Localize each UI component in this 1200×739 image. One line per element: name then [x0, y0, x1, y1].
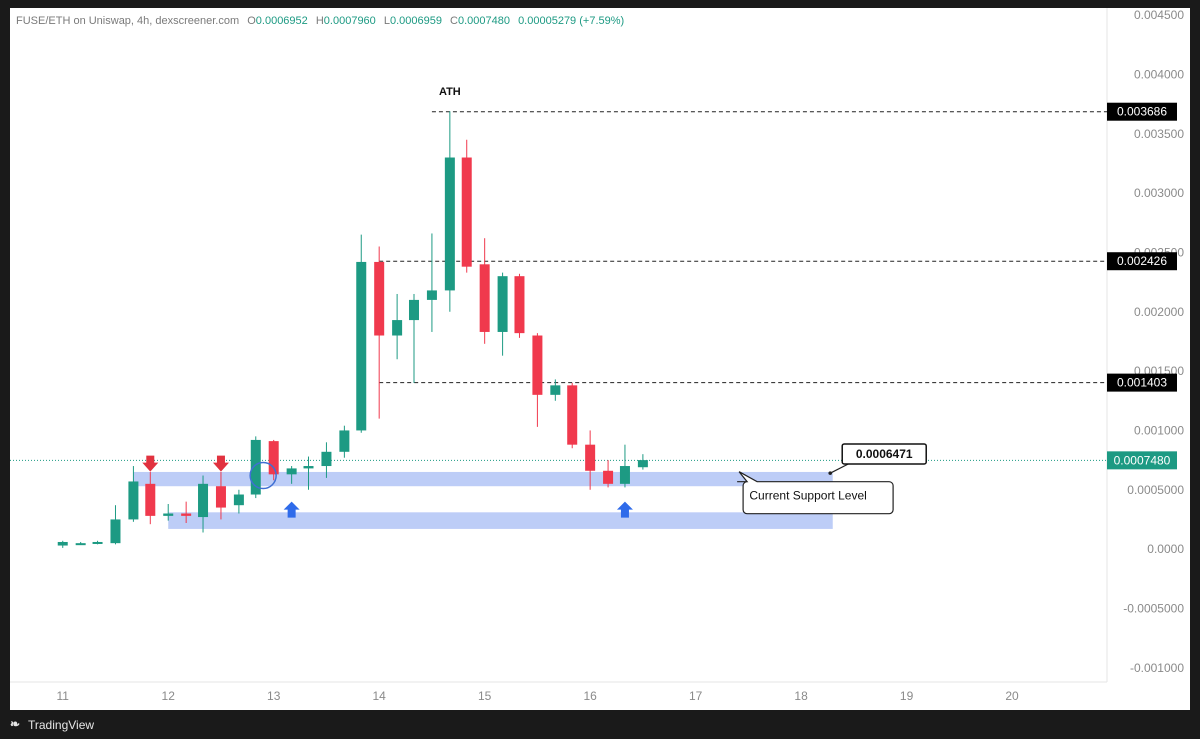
x-tick-label: 18 [794, 689, 808, 703]
close-key: C [450, 15, 458, 27]
x-tick-label: 15 [478, 689, 492, 703]
candle-up [75, 543, 86, 546]
candle-up [356, 261, 367, 431]
candle-down [479, 264, 490, 332]
down-arrow-icon [142, 455, 159, 472]
tradingview-brand[interactable]: TradingView [28, 718, 95, 732]
level-price-label: 0.001403 [1117, 376, 1167, 390]
level-price-label: 0.002426 [1117, 254, 1167, 268]
support-zone [168, 512, 833, 529]
y-tick-label: 0.002000 [1134, 305, 1184, 319]
footer-bar: ❧ TradingView [10, 710, 1190, 739]
y-tick-label: 0.003500 [1134, 127, 1184, 141]
candle-down [374, 261, 385, 336]
candle-down [145, 483, 156, 516]
candle-up [408, 299, 419, 321]
candle-up [392, 320, 403, 336]
x-tick-label: 13 [267, 689, 281, 703]
candle-up [92, 541, 103, 544]
candle-up [550, 385, 561, 395]
candle-down [585, 444, 596, 471]
x-tick-label: 11 [57, 689, 70, 703]
high-key: H [315, 15, 324, 27]
price-label-anchor [828, 471, 833, 475]
level-price-tag [1107, 252, 1177, 271]
current-price-tag [1107, 451, 1177, 470]
ohlc-legend: FUSE/ETH on Uniswap, 4h, dexscreener.com… [16, 15, 624, 27]
y-tick-label: -0.0005000 [1123, 601, 1184, 615]
x-tick-label: 17 [689, 689, 703, 703]
symbol-label: FUSE/ETH on Uniswap, 4h, dexscreener.com [16, 15, 240, 27]
y-tick-label: 0.003000 [1134, 186, 1184, 200]
candle-up [128, 481, 139, 520]
high-value: 0.0007960 [323, 15, 376, 27]
y-tick-label: -0.001000 [1130, 661, 1184, 675]
candle-up [163, 513, 174, 516]
candle-up [110, 519, 121, 544]
low-key: L [383, 15, 390, 27]
candle-up [198, 483, 209, 518]
change-value: 0.00005279 (+7.59%) [518, 15, 625, 27]
candle-up [619, 466, 630, 484]
up-arrow-icon [616, 501, 633, 518]
down-arrow-icon [212, 455, 229, 472]
open-value: 0.0006952 [255, 15, 308, 27]
candle-down [514, 276, 525, 334]
up-arrow-icon [283, 501, 300, 518]
x-tick-label: 14 [373, 689, 387, 703]
candle-up [426, 290, 437, 300]
callout-text: Current Support Level [749, 489, 866, 503]
candle-down [603, 470, 614, 484]
level-price-tag [1107, 373, 1177, 392]
level-price-label: 0.003686 [1117, 105, 1167, 119]
candle-up [286, 468, 297, 475]
x-tick-label: 16 [583, 689, 597, 703]
candle-down [567, 385, 578, 445]
candle-up [303, 466, 314, 469]
candle-down [181, 513, 192, 516]
ath-label: ATH [439, 86, 461, 98]
y-tick-label: 0.004500 [1134, 8, 1184, 22]
y-tick-label: 0.0000 [1147, 542, 1184, 556]
x-tick-label: 19 [900, 689, 914, 703]
candle-up [444, 157, 455, 291]
open-key: O [247, 15, 256, 27]
candle-down [461, 157, 472, 267]
highlight-circle-icon [249, 461, 277, 490]
price-label-text: 0.0006471 [856, 447, 913, 461]
close-value: 0.0007480 [458, 15, 510, 27]
y-tick-label: 0.001000 [1134, 423, 1184, 437]
y-tick-label: 0.004000 [1134, 67, 1184, 81]
price-label-box [841, 443, 927, 465]
y-tick-label: 0.0005000 [1127, 483, 1184, 497]
callout-box [737, 471, 894, 515]
candle-up [497, 276, 508, 332]
low-value: 0.0006959 [389, 15, 442, 27]
x-tick-label: 12 [162, 689, 176, 703]
chart-frame: 0.0045000.0040000.0035000.0030000.002500… [10, 8, 1190, 710]
tradingview-logo-icon: ❧ [10, 717, 21, 731]
level-price-tag [1107, 102, 1177, 121]
candle-down [268, 441, 279, 475]
candle-up [233, 494, 244, 506]
candle-up [57, 541, 68, 546]
candle-up [339, 430, 350, 452]
x-tick-label: 20 [1005, 689, 1019, 703]
candle-up [637, 460, 648, 468]
candle-down [215, 486, 226, 508]
candle-up [250, 439, 261, 495]
candle-up [321, 451, 332, 467]
candle-down [532, 335, 543, 395]
candlestick-chart[interactable]: 0.0045000.0040000.0035000.0030000.002500… [10, 8, 1190, 710]
current-price-label: 0.0007480 [1114, 453, 1171, 467]
support-zone [133, 471, 833, 487]
